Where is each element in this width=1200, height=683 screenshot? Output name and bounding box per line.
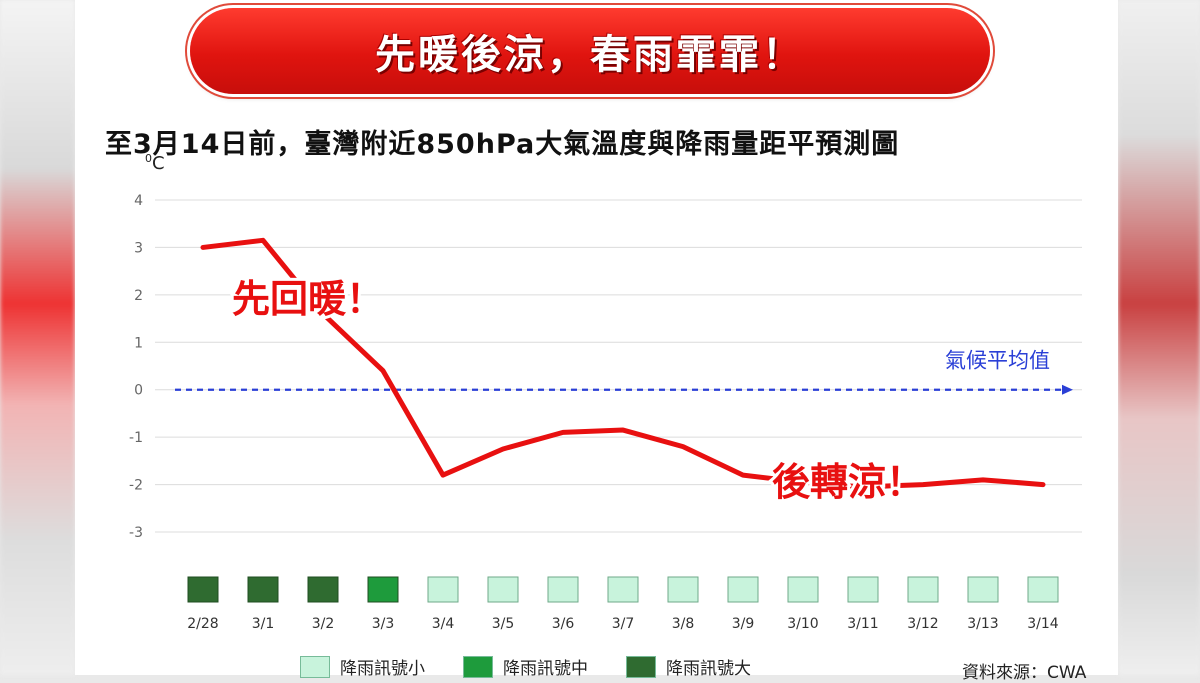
series-group: [200, 237, 1046, 490]
y-tick-label: 0: [134, 383, 143, 399]
reference-line-group: 氣候平均值: [175, 349, 1073, 395]
headline-text: 先暖後涼，春雨霏霏！: [375, 32, 805, 78]
x-tick-label: 3/1: [252, 616, 275, 632]
x-tick-label: 2/28: [187, 616, 218, 632]
rain-signal-boxes: [187, 576, 1059, 603]
y-tick-labels: 4 3 2 1 0 -1 -2 -3: [129, 193, 143, 541]
rain-signal-box: [307, 576, 339, 603]
y-tick-label: 1: [134, 335, 143, 351]
legend-item-small: 降雨訊號小: [300, 654, 425, 679]
rain-signal-box: [367, 576, 399, 603]
y-tick-label: 3: [134, 240, 143, 256]
rain-signal-box: [1027, 576, 1059, 603]
chart-panel: 先暖後涼，春雨霏霏！: [75, 0, 1118, 675]
y-tick-label: 2: [134, 288, 143, 304]
rain-signal-box: [487, 576, 519, 603]
y-tick-label: -2: [129, 478, 143, 494]
x-tick-label: 3/4: [432, 616, 455, 632]
x-tick-label: 3/2: [312, 616, 335, 632]
rain-signal-box: [667, 576, 699, 603]
data-source: 資料來源：CWA: [962, 663, 1087, 683]
legend: 降雨訊號小 降雨訊號中 降雨訊號大: [300, 654, 751, 679]
legend-swatch-small: [300, 655, 330, 678]
background-left: [0, 0, 75, 675]
y-tick-label: -1: [129, 430, 143, 446]
legend-label-medium: 降雨訊號中: [503, 659, 588, 679]
headline-banner: 先暖後涼，春雨霏霏！: [190, 8, 990, 94]
rain-signal-box: [547, 576, 579, 603]
legend-label-large: 降雨訊號大: [666, 659, 751, 679]
y-tick-label: -3: [129, 525, 143, 541]
legend-item-medium: 降雨訊號中: [463, 654, 588, 679]
annotation-label: 後轉涼！: [772, 460, 924, 504]
x-tick-label: 3/13: [967, 616, 998, 632]
legend-swatch-large: [626, 655, 656, 678]
rain-signal-box: [847, 576, 879, 603]
legend-swatch-medium: [463, 655, 493, 678]
x-tick-label: 3/7: [612, 616, 635, 632]
legend-label-small: 降雨訊號小: [340, 659, 425, 679]
annotation-label: 先回暖！: [232, 277, 384, 321]
reference-line-label: 氣候平均值: [945, 349, 1050, 373]
x-tick-label: 3/9: [732, 616, 755, 632]
x-tick-labels: 2/28 3/1 3/2 3/3 3/4 3/5 3/6 3/7 3/8 3/9 3/10 3/11 3…: [187, 616, 1059, 632]
temperature-series-line: [200, 237, 1046, 490]
x-tick-label: 3/11: [847, 616, 878, 632]
reference-line-arrow: [1062, 384, 1073, 395]
y-axis-unit-text: 0C: [145, 152, 165, 174]
y-tick-label: 4: [134, 193, 143, 209]
x-tick-label: 3/6: [552, 616, 575, 632]
x-tick-label: 3/14: [1027, 616, 1059, 632]
chart-title: 至3月14日前，臺灣附近850hPa大氣溫度與降雨量距平預測圖: [105, 129, 900, 160]
rain-signal-box: [787, 576, 819, 603]
rain-signal-box: [427, 576, 459, 603]
x-tick-label: 3/5: [492, 616, 515, 632]
x-tick-label: 3/8: [672, 616, 695, 632]
annotations-group: 先回暖！ 後轉涼！: [229, 274, 927, 507]
y-axis-unit: 0C: [145, 152, 165, 174]
legend-item-large: 降雨訊號大: [626, 654, 751, 679]
rain-signal-box: [607, 576, 639, 603]
x-tick-label: 3/12: [907, 616, 938, 632]
rain-signal-box: [907, 576, 939, 603]
rain-signal-box: [967, 576, 999, 603]
rain-signal-box: [727, 576, 759, 603]
x-tick-label: 3/3: [372, 616, 395, 632]
rain-signal-box: [187, 576, 219, 603]
background-right: [1118, 0, 1200, 675]
rain-signal-box: [247, 576, 279, 603]
x-tick-label: 3/10: [787, 616, 818, 632]
